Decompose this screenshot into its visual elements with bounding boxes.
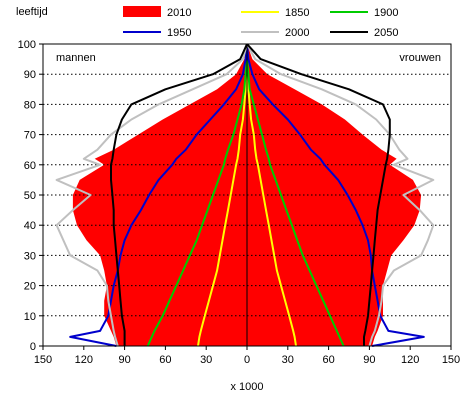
y-tick-label-80: 80	[24, 99, 36, 111]
y-tick-label-10: 10	[24, 311, 36, 323]
x-tick-label-3: 60	[159, 354, 171, 366]
x-tick-label-7: 60	[322, 354, 334, 366]
y-tick-label-40: 40	[24, 220, 36, 232]
y-axis-label: leeftijd	[16, 6, 48, 18]
y-tick-label-20: 20	[24, 281, 36, 293]
x-axis-ticks: 150 120 90 60 30 0 30 60 90 120 150	[34, 346, 460, 366]
legend-swatch-2010	[123, 6, 161, 17]
series-2000-women-line	[246, 43, 435, 347]
y-tick-label-90: 90	[24, 69, 36, 81]
x-tick-label-4: 30	[200, 354, 212, 366]
series-1900-women-line	[246, 44, 345, 347]
series-1950-women-line	[246, 43, 425, 347]
series-1900-men-line	[146, 44, 248, 347]
y-tick-label-50: 50	[24, 190, 36, 202]
series-line-layer	[55, 43, 435, 347]
legend-label-1900: 1900	[374, 7, 398, 19]
x-tick-label-5: 0	[244, 354, 250, 366]
series-2050-men-line	[110, 43, 248, 346]
men-label: mannen	[56, 52, 96, 64]
y-tick-label-0: 0	[30, 341, 36, 353]
y-tick-label-70: 70	[24, 130, 36, 142]
x-axis-label: x 1000	[230, 381, 263, 393]
legend-label-1950: 1950	[167, 27, 191, 39]
x-tick-label-1: 120	[75, 354, 93, 366]
x-tick-label-9: 120	[401, 354, 419, 366]
x-tick-label-0: 150	[34, 354, 52, 366]
x-tick-label-2: 90	[118, 354, 130, 366]
legend-label-1850: 1850	[285, 7, 309, 19]
y-tick-label-30: 30	[24, 250, 36, 262]
legend-label-2050: 2050	[374, 27, 398, 39]
series-2000-men-line	[55, 43, 248, 347]
y-tick-label-60: 60	[24, 160, 36, 172]
x-tick-label-10: 150	[442, 354, 460, 366]
y-tick-label-100: 100	[18, 39, 36, 51]
legend-label-2000: 2000	[285, 27, 309, 39]
y-axis-ticks: 0 10 20 30 40 50 60 70 80 90 100	[18, 39, 43, 353]
x-tick-label-6: 30	[282, 354, 294, 366]
series-2050-women-line	[246, 43, 391, 346]
series-1850-men-line	[197, 44, 248, 347]
legend-label-2010: 2010	[167, 7, 191, 19]
plot-area	[42, 43, 452, 347]
x-tick-label-8: 90	[363, 354, 375, 366]
women-label: vrouwen	[399, 52, 441, 64]
legend: 2010 1850 1900 1950 2000 2050	[123, 6, 398, 39]
series-1850-women-line	[246, 44, 297, 347]
